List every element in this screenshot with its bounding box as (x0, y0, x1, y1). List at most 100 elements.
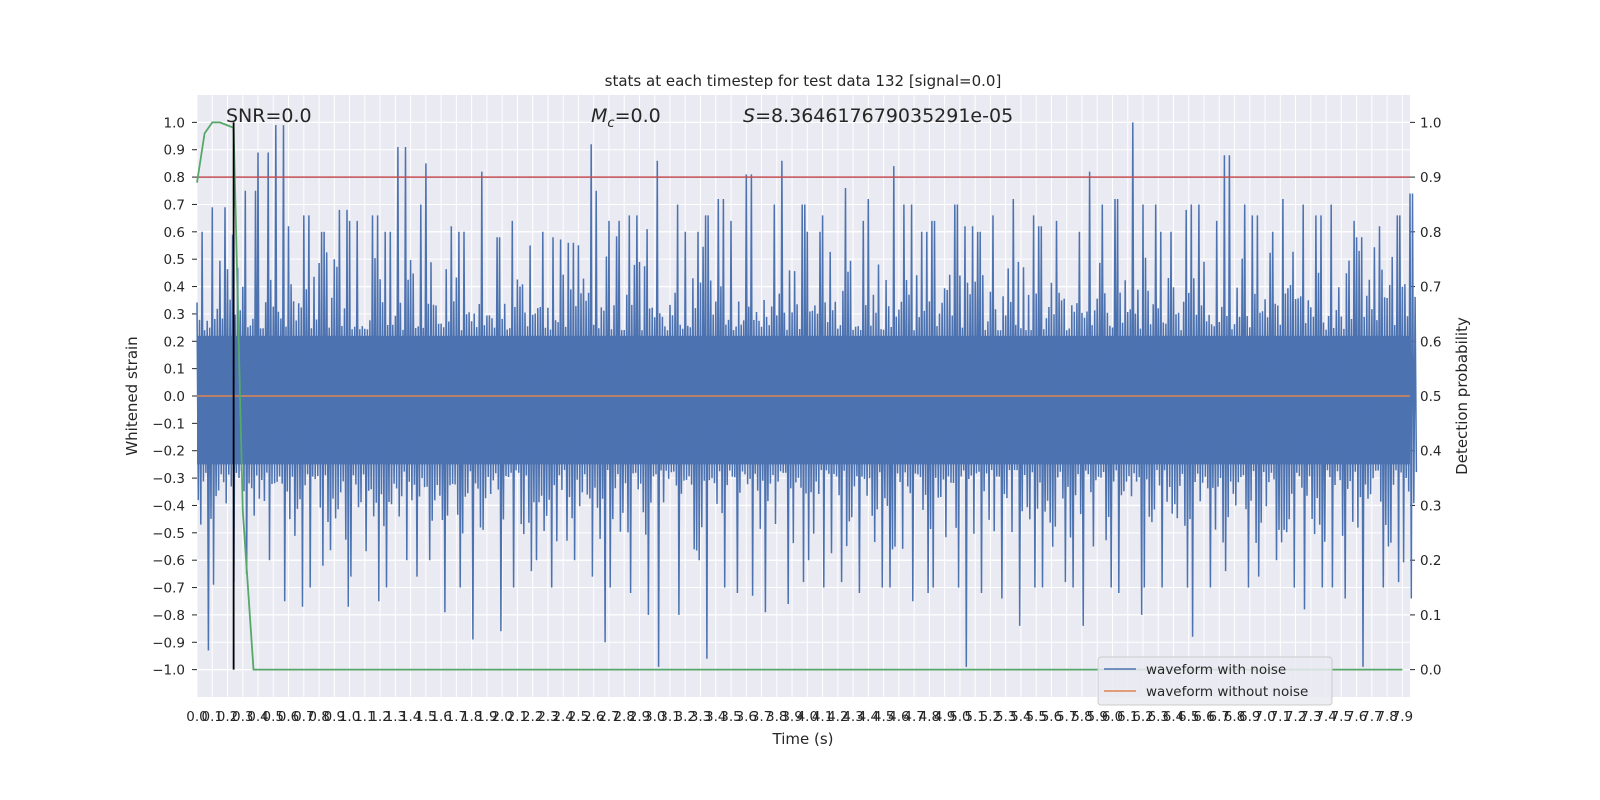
snr-annotation: SNR=0.0 (226, 105, 312, 127)
y-tick-label: −0.7 (152, 581, 185, 597)
y-tick-label: 0.4 (164, 280, 185, 296)
x-tick-label: 1.2 (369, 709, 390, 725)
x-tick-label: 1.3 (385, 709, 406, 725)
y-tick-label: 0.1 (164, 362, 185, 378)
x-tick-label: 0.9 (324, 709, 345, 725)
x-tick-label: 1.8 (461, 709, 482, 725)
x-tick-label: 0.5 (263, 709, 284, 725)
x-tick-label: 7.7 (1361, 709, 1382, 725)
y-right-axis-label: Detection probability (1453, 317, 1471, 475)
legend-label-noise: waveform with noise (1146, 662, 1286, 678)
x-tick-label: 5.1 (964, 709, 985, 725)
x-tick-label: 5.9 (1086, 709, 1107, 725)
x-tick-label: 7.5 (1331, 709, 1352, 725)
x-tick-label: 3.1 (659, 709, 680, 725)
x-tick-label: 6.7 (1209, 709, 1230, 725)
x-tick-label: 4.0 (797, 709, 818, 725)
y-right-tick-label: 0.3 (1420, 498, 1441, 514)
y-right-tick-label: 0.8 (1420, 225, 1441, 241)
x-tick-label: 5.4 (1010, 709, 1031, 725)
x-tick-label: 2.1 (507, 709, 528, 725)
x-tick-label: 5.6 (1041, 709, 1062, 725)
x-tick-label: 0.6 (278, 709, 299, 725)
x-tick-label: 0.1 (202, 709, 223, 725)
x-tick-label: 7.4 (1315, 709, 1336, 725)
x-tick-label: 3.7 (751, 709, 772, 725)
x-tick-label: 2.6 (583, 709, 604, 725)
x-tick-label: 4.2 (827, 709, 848, 725)
y-tick-label: −0.5 (152, 526, 185, 542)
x-tick-label: 5.3 (995, 709, 1016, 725)
x-tick-label: 4.1 (812, 709, 833, 725)
x-tick-label: 4.7 (903, 709, 924, 725)
y-right-tick-label: 0.5 (1420, 389, 1441, 405)
y-tick-label: 0.0 (164, 389, 185, 405)
y-tick-label: −1.0 (152, 663, 185, 679)
x-tick-label: 2.2 (522, 709, 543, 725)
y-tick-label: −0.6 (152, 553, 185, 569)
x-tick-label: 0.7 (293, 709, 314, 725)
x-tick-label: 1.4 (400, 709, 421, 725)
x-tick-label: 4.4 (858, 709, 879, 725)
x-tick-label: 5.0 (949, 709, 970, 725)
y-right-tick-label: 0.4 (1420, 444, 1441, 460)
x-tick-label: 0.3 (232, 709, 253, 725)
x-tick-label: 5.2 (980, 709, 1001, 725)
y-tick-label: −0.4 (152, 498, 185, 514)
x-tick-labels: 0.00.10.20.30.40.50.60.70.80.91.01.11.21… (186, 709, 1413, 725)
y-tick-label: 0.5 (164, 252, 185, 268)
x-tick-label: 5.5 (1025, 709, 1046, 725)
y-tick-label: 0.6 (164, 225, 185, 241)
y-tick-label: −0.3 (152, 471, 185, 487)
x-tick-label: 3.6 (736, 709, 757, 725)
x-tick-label: 6.5 (1178, 709, 1199, 725)
series-waveform-with-noise (196, 122, 1418, 667)
x-tick-label: 1.0 (339, 709, 360, 725)
x-tick-label: 0.0 (186, 709, 207, 725)
x-tick-label: 4.9 (934, 709, 955, 725)
y-tick-label: 0.2 (164, 334, 185, 350)
x-tick-label: 7.9 (1392, 709, 1413, 725)
x-tick-label: 2.9 (629, 709, 650, 725)
x-tick-label: 6.1 (1117, 709, 1138, 725)
x-tick-label: 3.8 (766, 709, 787, 725)
y-right-tick-label: 0.9 (1420, 170, 1441, 186)
legend-label-clean: waveform without noise (1146, 684, 1308, 700)
x-tick-label: 3.0 (644, 709, 665, 725)
x-tick-label: 1.1 (354, 709, 375, 725)
x-tick-label: 6.2 (1132, 709, 1153, 725)
x-tick-label: 1.5 (415, 709, 436, 725)
y-right-tick-label: 0.1 (1420, 608, 1441, 624)
x-tick-label: 5.7 (1056, 709, 1077, 725)
x-tick-label: 6.4 (1163, 709, 1184, 725)
y-tick-label: −0.8 (152, 608, 185, 624)
x-tick-label: 2.8 (613, 709, 634, 725)
x-tick-label: 2.3 (537, 709, 558, 725)
y-right-tick-labels: 1.0 0.9 0.8 0.7 0.6 0.5 0.4 0.3 0.2 0.1 0.0 (1420, 115, 1441, 678)
x-tick-label: 4.8 (919, 709, 940, 725)
x-tick-label: 2.4 (552, 709, 573, 725)
y-tick-label: 0.8 (164, 170, 185, 186)
legend: waveform with noise waveform without noi… (1097, 656, 1333, 706)
y-tick-label: −0.1 (152, 416, 185, 432)
x-tick-label: 4.5 (873, 709, 894, 725)
x-tick-label: 2.5 (568, 709, 589, 725)
x-tick-label: 0.2 (217, 709, 238, 725)
x-tick-label: 0.8 (308, 709, 329, 725)
y-tick-label: −0.9 (152, 635, 185, 651)
y-tick-labels: 1.0 0.9 0.8 0.7 0.6 0.5 0.4 0.3 0.2 0.1 0.0 −0.1 −0.… (152, 115, 185, 678)
x-tick-label: 7.1 (1270, 709, 1291, 725)
x-tick-label: 2.0 (491, 709, 512, 725)
x-tick-label: 1.6 (430, 709, 451, 725)
x-tick-label: 2.7 (598, 709, 619, 725)
x-tick-label: 3.4 (705, 709, 726, 725)
x-tick-label: 7.8 (1376, 709, 1397, 725)
x-tick-label: 6.8 (1224, 709, 1245, 725)
x-tick-label: 5.8 (1071, 709, 1092, 725)
y-tick-label: 1.0 (164, 115, 185, 131)
y-tick-label: 0.9 (164, 143, 185, 159)
y-tick-label: 0.7 (164, 197, 185, 213)
y-tick-label: 0.3 (164, 307, 185, 323)
x-tick-label: 4.3 (842, 709, 863, 725)
